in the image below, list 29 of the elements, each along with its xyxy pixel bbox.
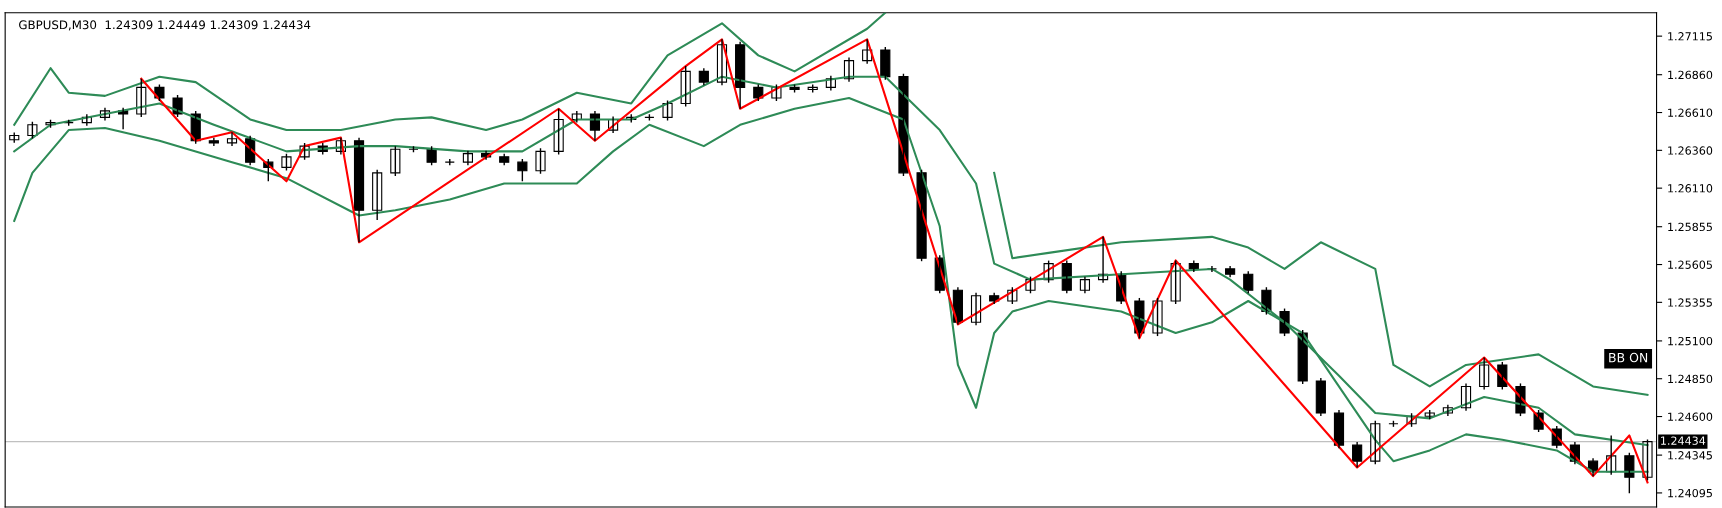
y-tick-label: 1.26610: [1668, 108, 1713, 117]
line-series: [140, 38, 1649, 484]
y-tick-label: 1.25100: [1668, 336, 1713, 346]
y-tick-label: 1.27115: [1668, 32, 1712, 41]
candlestick: [535, 147, 546, 175]
candlestick: [517, 158, 528, 183]
candlestick: [426, 145, 437, 166]
annotation: BB ON: [1609, 352, 1648, 363]
candlestick: [172, 94, 183, 118]
y-tick-label: 1.24095: [1668, 488, 1712, 498]
y-tick-label: 1.25355: [1668, 298, 1712, 307]
line-series: [993, 171, 1649, 396]
y-tick-label: 1.25855: [1668, 222, 1712, 232]
y-tick-label: 1.26360: [1668, 146, 1713, 155]
line-series: [13, 12, 887, 132]
candlestick: [1624, 452, 1635, 494]
y-tick-label: 1.24345: [1668, 451, 1712, 460]
y-tick-label: 1.25605: [1668, 260, 1712, 269]
y-tick-label: 1.26110: [1668, 184, 1713, 193]
y-tick-label: 1.24600: [1668, 412, 1713, 421]
candlestick: [390, 145, 401, 177]
y-tick-label: 1.24850: [1668, 374, 1713, 384]
ref-line-label: 1.24434: [1661, 436, 1706, 445]
y-tick-label: 1.26860: [1668, 70, 1713, 80]
candlestick: [208, 137, 219, 147]
candlestick: [662, 99, 673, 122]
candlestick: [553, 108, 564, 156]
text: GBPUSD,M30 1.24309 1.24449 1.24309 1.24434: [19, 20, 311, 31]
candlestick: [226, 131, 238, 147]
